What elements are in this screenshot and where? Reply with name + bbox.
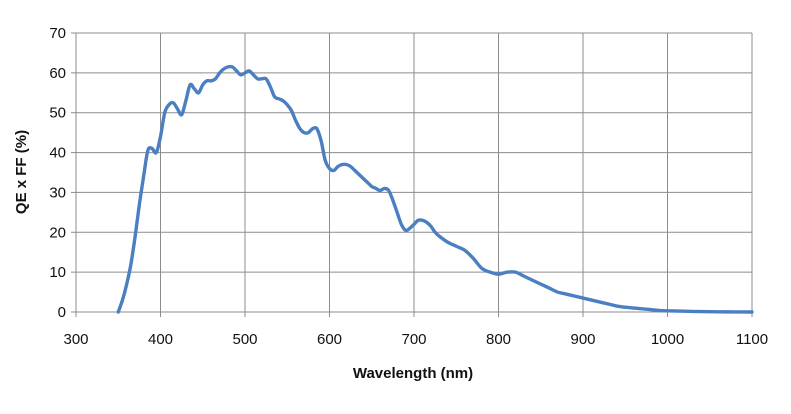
x-tick-labels: 300 400 500 600 700 800 900 1000 1100 <box>63 331 768 348</box>
y-tick-labels: 0 10 20 30 40 50 60 70 <box>49 25 66 321</box>
y-tick-label: 70 <box>49 25 66 42</box>
y-tick-label: 30 <box>49 184 66 201</box>
x-tick-label: 800 <box>486 331 511 348</box>
y-tick-label: 10 <box>49 264 66 281</box>
y-tick-label: 60 <box>49 65 66 82</box>
y-tick-label: 0 <box>58 304 66 321</box>
x-axis-title: Wavelength (nm) <box>353 365 473 382</box>
x-tick-label: 300 <box>63 331 88 348</box>
y-tick-label: 20 <box>49 224 66 241</box>
y-axis-title: QE x FF (%) <box>13 130 30 214</box>
series-line <box>116 64 754 314</box>
x-tick-label: 400 <box>148 331 173 348</box>
x-tick-label: 600 <box>317 331 342 348</box>
x-tick-label: 700 <box>401 331 426 348</box>
x-tick-label: 1100 <box>736 331 768 348</box>
x-tick-label: 500 <box>232 331 257 348</box>
y-tick-label: 50 <box>49 105 66 122</box>
y-tick-label: 40 <box>49 145 66 162</box>
grid <box>71 32 753 317</box>
x-tick-label: 1000 <box>651 331 684 348</box>
x-tick-label: 900 <box>570 331 595 348</box>
